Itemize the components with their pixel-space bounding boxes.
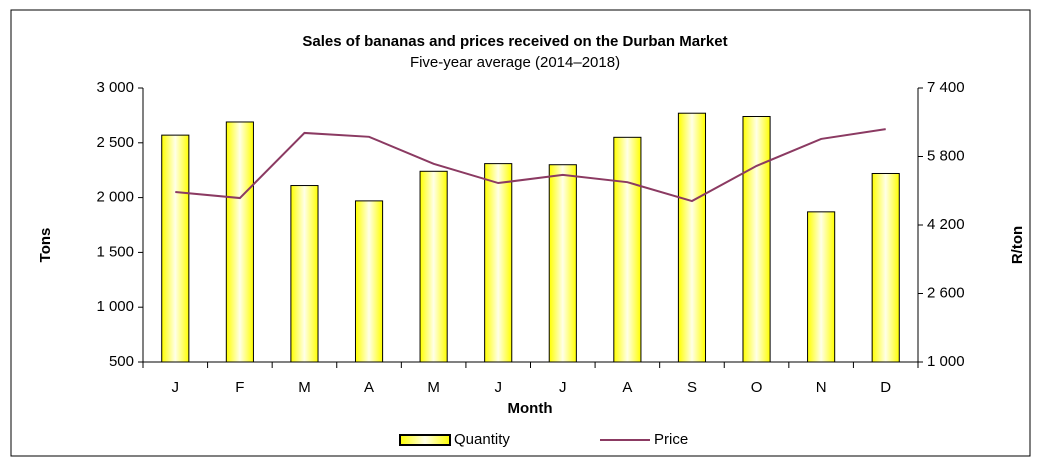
x-tick-label: J (559, 379, 567, 396)
x-tick-label: N (816, 379, 827, 396)
y-tick-label: 500 (109, 353, 134, 370)
x-tick-label: O (751, 379, 763, 396)
x-tick-label: M (427, 379, 440, 396)
bar (548, 164, 577, 363)
bar (613, 136, 642, 363)
bar (161, 134, 190, 363)
bar (742, 115, 771, 363)
bar (871, 172, 900, 363)
chart-title: Sales of bananas and prices received on … (302, 33, 727, 50)
y2-tick-label: 1 000 (927, 353, 965, 370)
y-tick-label: 1 000 (96, 298, 134, 315)
x-tick-label: A (364, 379, 374, 396)
legend-label: Price (654, 431, 688, 448)
bar (225, 121, 254, 363)
x-tick-label: A (622, 379, 632, 396)
y2-tick-label: 2 600 (927, 284, 965, 301)
y2-tick-label: 4 200 (927, 216, 965, 233)
legend-label: Quantity (454, 431, 510, 448)
y-tick-label: 2 500 (96, 134, 134, 151)
bar (354, 200, 384, 363)
price-line (175, 128, 886, 203)
chart-subtitle: Five-year average (2014–2018) (410, 54, 620, 71)
y-axis-label: Tons (37, 228, 54, 263)
x-tick-label: J (172, 379, 180, 396)
x-tick-label: J (494, 379, 502, 396)
y-tick-label: 3 000 (96, 79, 134, 96)
x-tick-label: D (880, 379, 891, 396)
x-tick-label: F (235, 379, 244, 396)
y2-tick-label: 7 400 (927, 79, 965, 96)
bar (290, 185, 319, 363)
y-tick-label: 1 500 (96, 243, 134, 260)
x-tick-label: S (687, 379, 697, 396)
y-tick-label: 2 000 (96, 189, 134, 206)
x-axis-label: Month (508, 400, 553, 417)
x-tick-label: M (298, 379, 311, 396)
y2-axis-label: R/ton (1009, 226, 1026, 264)
legend-swatch (399, 434, 451, 446)
bar (807, 211, 836, 363)
bar (419, 170, 448, 363)
bar (677, 112, 707, 363)
y2-tick-label: 5 800 (927, 147, 965, 164)
bar (484, 163, 513, 363)
